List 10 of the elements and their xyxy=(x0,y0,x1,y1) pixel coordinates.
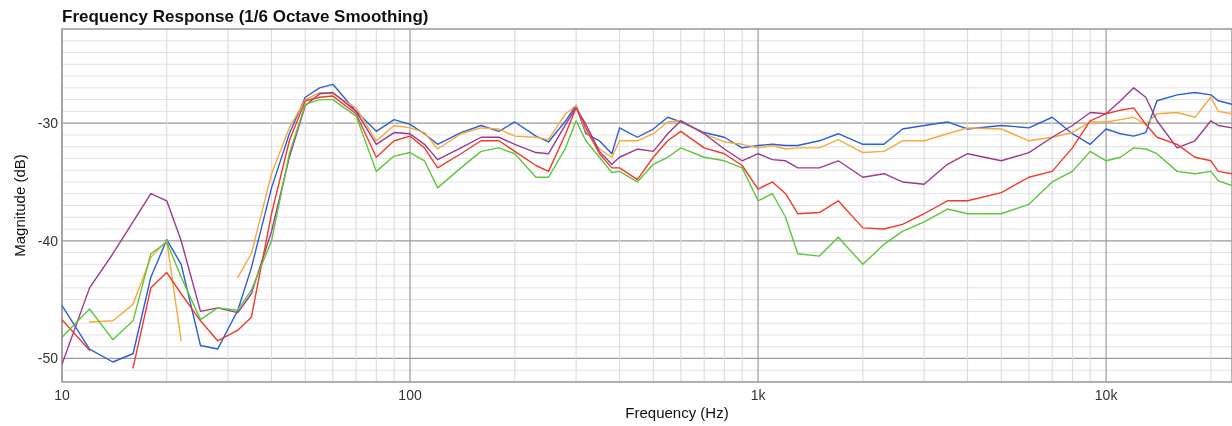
y-tick-label: -30 xyxy=(37,115,59,132)
y-tick-label: -40 xyxy=(37,232,59,249)
y-tick-label: -50 xyxy=(37,350,59,367)
x-tick-label: 100 xyxy=(398,387,422,403)
x-tick-label: 10k xyxy=(1094,387,1119,403)
x-axis-title: Frequency (Hz) xyxy=(625,404,729,421)
x-tick-label: 1k xyxy=(750,387,767,403)
chart-title: Frequency Response (1/6 Octave Smoothing) xyxy=(62,7,429,26)
x-tick-label: 10 xyxy=(54,387,70,403)
y-axis-title: Magnitude (dB) xyxy=(11,154,28,257)
